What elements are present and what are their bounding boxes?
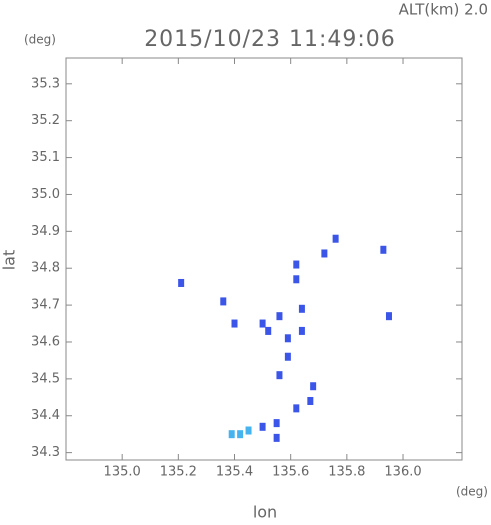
echo-cell	[310, 382, 317, 391]
chart-title: 2015/10/23 11:49:06	[144, 27, 396, 52]
x-axis-label: lon	[253, 503, 277, 522]
y-tick-label: 34.5	[31, 371, 60, 386]
echo-cell	[231, 319, 238, 328]
echo-cell	[385, 312, 392, 321]
echo-cell	[245, 426, 252, 435]
echo-cell	[265, 326, 272, 335]
echo-cell	[298, 326, 305, 335]
y-axis-label: lat	[0, 250, 19, 271]
echo-cell	[276, 312, 283, 321]
echo-cell	[321, 249, 328, 258]
x-tick-label: 135.0	[104, 465, 141, 480]
echo-cell	[298, 304, 305, 313]
y-tick-label: 34.9	[31, 224, 60, 239]
echo-cell	[259, 319, 266, 328]
y-tick-label: 35.3	[31, 76, 60, 91]
echo-cell	[273, 433, 280, 442]
x-unit: (deg)	[456, 485, 488, 499]
echo-cell	[284, 334, 291, 343]
echo-cell	[259, 422, 266, 431]
x-tick-label: 135.8	[328, 465, 365, 480]
y-tick-label: 34.4	[31, 408, 60, 423]
plot-frame	[65, 57, 463, 461]
y-tick-label: 35.2	[31, 113, 60, 128]
echo-cell	[380, 245, 387, 254]
echo-cell	[284, 352, 291, 361]
echo-cell	[293, 275, 300, 284]
echo-cell	[276, 371, 283, 380]
echo-cell	[220, 297, 227, 306]
y-tick-label: 34.6	[31, 334, 60, 349]
y-tick-label: 35.1	[31, 150, 60, 165]
echo-cell	[293, 260, 300, 269]
y-tick-label: 34.3	[31, 445, 60, 460]
echo-cell	[178, 278, 185, 287]
y-tick-label: 34.7	[31, 298, 60, 313]
x-tick-label: 135.2	[160, 465, 197, 480]
altitude-label: ALT(km) 2.0	[399, 1, 488, 19]
echo-cell	[237, 430, 244, 439]
echo-cell	[293, 404, 300, 413]
y-tick-label: 35.0	[31, 187, 60, 202]
y-unit: (deg)	[24, 33, 56, 47]
x-tick-label: 135.4	[216, 465, 253, 480]
echo-cell	[228, 430, 235, 439]
echo-cell	[273, 419, 280, 428]
echo-cell	[332, 234, 339, 243]
echo-cell	[307, 396, 314, 405]
x-tick-label: 136.0	[384, 465, 421, 480]
x-tick-label: 135.6	[272, 465, 309, 480]
y-tick-label: 34.8	[31, 261, 60, 276]
